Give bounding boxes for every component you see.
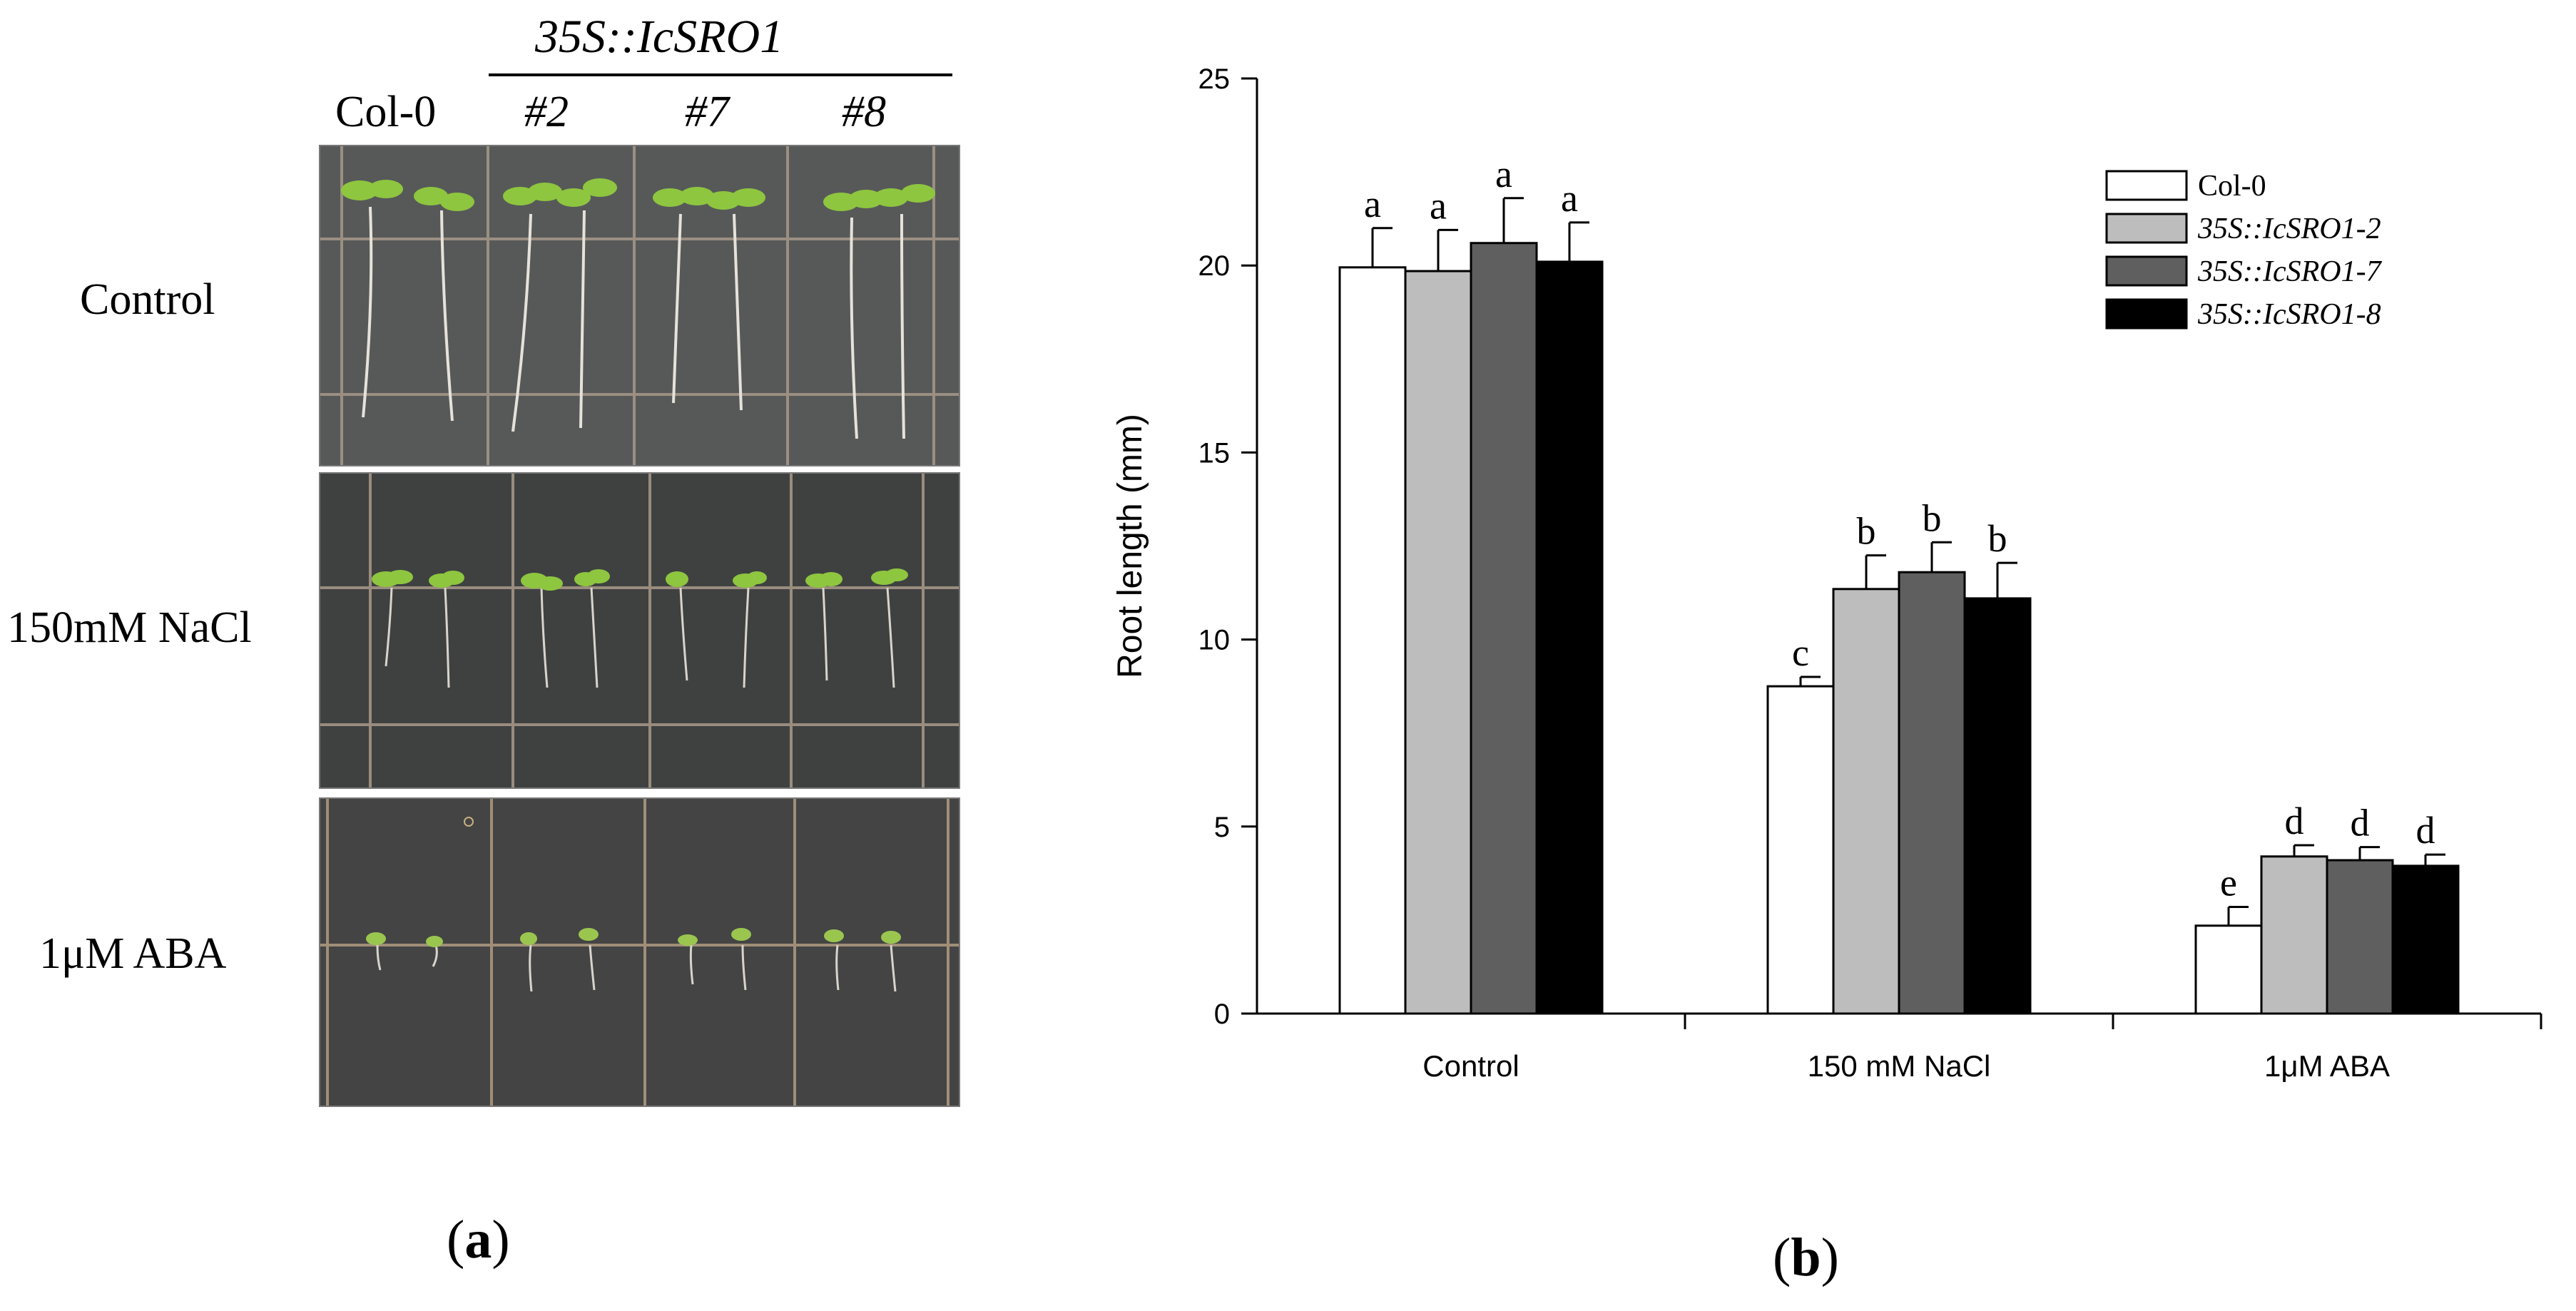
bar bbox=[1535, 260, 1604, 1015]
bar bbox=[1898, 571, 1966, 1015]
significance-letter: d bbox=[2351, 802, 2370, 845]
legend-swatch bbox=[2105, 213, 2188, 244]
row-label-nacl: 150mM NaCl bbox=[7, 603, 252, 652]
y-tick-label: 5 bbox=[1214, 812, 1230, 843]
panel-b: 0 5 10 15 20 25 Root length (mm) Control a a a a 150… bbox=[999, 0, 2576, 1307]
y-tick-label: 0 bbox=[1214, 999, 1230, 1030]
legend-label: 35S::IcSRO1-2 bbox=[2197, 213, 2381, 245]
bar bbox=[1338, 266, 1407, 1015]
significance-letter: a bbox=[1561, 177, 1578, 220]
construct-header-rule bbox=[489, 73, 952, 76]
legend-swatch bbox=[2105, 170, 2188, 201]
significance-letter: e bbox=[2220, 862, 2237, 904]
legend-label: 35S::IcSRO1-8 bbox=[2197, 298, 2381, 331]
panel-b-letter: b bbox=[1791, 1228, 1821, 1287]
significance-letter: a bbox=[1430, 184, 1447, 227]
bar bbox=[1766, 685, 1835, 1015]
legend-swatch bbox=[2105, 298, 2188, 330]
panel-a: 35S::IcSRO1 Col-0 #2 #7 #8 Control 150mM… bbox=[0, 0, 999, 1307]
y-tick-label: 15 bbox=[1198, 437, 1231, 469]
significance-letter: a bbox=[1364, 183, 1381, 225]
y-tick-label: 20 bbox=[1198, 250, 1231, 282]
x-tick-label: 150 mM NaCl bbox=[1808, 1049, 1991, 1083]
bar bbox=[2260, 855, 2328, 1015]
significance-letter: b bbox=[1988, 517, 2007, 560]
significance-letter: d bbox=[2285, 800, 2304, 842]
x-tick-label: Control bbox=[1422, 1049, 1519, 1083]
root-length-bar-chart: 0 5 10 15 20 25 Root length (mm) Control a a a a 150… bbox=[1111, 63, 2542, 1083]
bar bbox=[2391, 864, 2460, 1015]
legend-label: Col-0 bbox=[2198, 170, 2266, 203]
legend-swatch bbox=[2105, 255, 2188, 287]
bar bbox=[2326, 859, 2394, 1015]
bar bbox=[2194, 924, 2263, 1015]
bar bbox=[1470, 242, 1538, 1015]
column-label-2: #2 bbox=[524, 88, 569, 136]
seedling-photo-nacl bbox=[319, 472, 960, 789]
seedling-photo-control bbox=[319, 145, 960, 466]
panel-b-caption: (b) bbox=[1773, 1228, 1839, 1287]
significance-letter: c bbox=[1792, 631, 1809, 674]
bar bbox=[1832, 588, 1900, 1015]
column-label-8: #8 bbox=[842, 88, 886, 136]
bar bbox=[1963, 597, 2032, 1015]
significance-letter: b bbox=[1923, 496, 1942, 539]
panel-a-caption: (a) bbox=[447, 1210, 510, 1270]
row-label-control: Control bbox=[80, 275, 215, 324]
column-label-7: #7 bbox=[685, 88, 729, 136]
row-label-aba: 1μM ABA bbox=[39, 929, 227, 978]
x-tick-label: 1μM ABA bbox=[2264, 1049, 2390, 1083]
bar bbox=[1404, 270, 1472, 1015]
legend-label: 35S::IcSRO1-7 bbox=[2197, 255, 2383, 288]
y-tick-label: 10 bbox=[1198, 625, 1231, 656]
significance-letter: b bbox=[1857, 510, 1876, 553]
panel-a-letter: a bbox=[464, 1210, 492, 1270]
column-label-col0: Col-0 bbox=[335, 88, 437, 136]
significance-letter: d bbox=[2416, 809, 2435, 852]
construct-header: 35S::IcSRO1 bbox=[535, 11, 784, 63]
significance-letter: a bbox=[1495, 153, 1512, 195]
y-tick-label: 25 bbox=[1198, 63, 1231, 95]
y-axis-label: Root length (mm) bbox=[1111, 414, 1149, 678]
seedling-photo-aba bbox=[319, 797, 960, 1107]
